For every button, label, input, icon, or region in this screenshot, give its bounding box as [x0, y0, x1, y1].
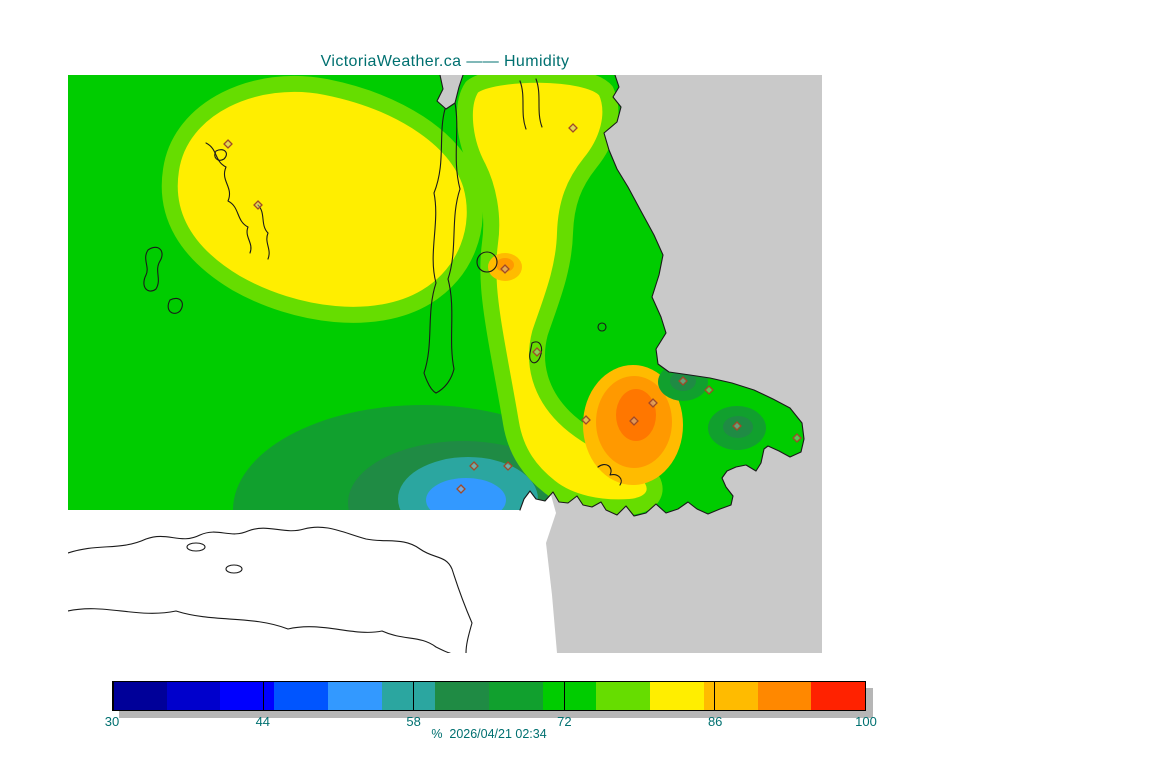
station-marker — [732, 421, 742, 431]
colorbar-band — [220, 682, 275, 710]
lake-elk — [529, 341, 543, 364]
colorbar-legend — [112, 681, 866, 711]
humidity-contour-plot — [68, 75, 822, 653]
station-marker — [223, 139, 233, 149]
colorbar-band — [703, 682, 758, 710]
colorbar-band — [435, 682, 490, 710]
colorbar-tick-label: 58 — [406, 714, 421, 729]
station-marker — [678, 376, 688, 386]
station-marker — [469, 461, 479, 471]
colorbar — [112, 681, 866, 711]
colorbar-band — [650, 682, 704, 710]
coastline-bay-loop — [476, 251, 498, 273]
colorbar-band — [596, 682, 651, 710]
colorbar-tick-line — [563, 682, 565, 710]
colorbar-band — [542, 682, 597, 710]
colorbar-band — [274, 682, 328, 710]
coastline-channel2 — [535, 78, 543, 128]
colorbar-tick-label: 30 — [104, 714, 120, 729]
colorbar-tick-line — [413, 682, 415, 710]
coastline-south-upper — [68, 526, 473, 653]
colorbar-tick-line — [112, 682, 114, 710]
coastline-peninsula — [436, 75, 805, 517]
lake-small — [597, 322, 607, 332]
station-marker — [704, 385, 714, 395]
station-marker — [629, 416, 639, 426]
colorbar-tick-line — [262, 682, 264, 710]
colorbar-tick-line — [864, 682, 866, 710]
contour-orange-big-core — [616, 389, 656, 441]
sea-region — [68, 491, 557, 653]
humidity-map — [68, 75, 822, 653]
units-and-timestamp: % 2026/04/21 02:34 — [431, 727, 547, 741]
coastline-channel1 — [519, 80, 527, 130]
station-marker — [581, 415, 591, 425]
colorbar-tick-label: 86 — [707, 714, 723, 729]
colorbar-tick-label: 44 — [255, 714, 271, 729]
colorbar-tick-line — [714, 682, 716, 710]
colorbar-tick-label: 72 — [557, 714, 572, 729]
contour-yellow-northwest — [161, 75, 483, 323]
colorbar-band — [166, 682, 221, 710]
station-marker — [568, 123, 578, 133]
coastline-inlet-east — [435, 102, 461, 394]
station-marker — [792, 433, 802, 443]
islet-northwest — [214, 149, 227, 161]
coastline-northwest2 — [257, 204, 270, 260]
colorbar-band — [327, 682, 382, 710]
lake-west2 — [167, 297, 183, 314]
colorbar-band — [757, 682, 812, 710]
lake-west1 — [143, 246, 163, 292]
coastlines — [68, 75, 805, 653]
station-marker — [648, 398, 658, 408]
station-marker — [456, 484, 466, 494]
colorbar-band — [113, 682, 167, 710]
station-marker — [253, 200, 263, 210]
contour-darkgreen-east1-core — [670, 371, 696, 391]
station-markers — [223, 123, 802, 494]
station-marker — [500, 264, 510, 274]
station-marker — [503, 461, 513, 471]
colorbar-band — [489, 682, 543, 710]
islet-south2 — [225, 564, 243, 574]
station-marker — [532, 347, 542, 357]
coastline-south-lower — [68, 608, 451, 653]
colorbar-band — [381, 682, 436, 710]
coastline-inlet-west — [423, 108, 446, 394]
islet-south1 — [186, 542, 206, 552]
colorbar-tick-label: 100 — [855, 714, 877, 729]
colorbar-band — [811, 682, 866, 710]
harbour-squiggle — [597, 464, 622, 486]
contour-darkgreen-east2-core — [723, 416, 753, 438]
page-title: VictoriaWeather.ca —— Humidity — [320, 53, 570, 70]
colorbar-tick-labels: 30 44 58 72 86 100 — [105, 714, 877, 730]
